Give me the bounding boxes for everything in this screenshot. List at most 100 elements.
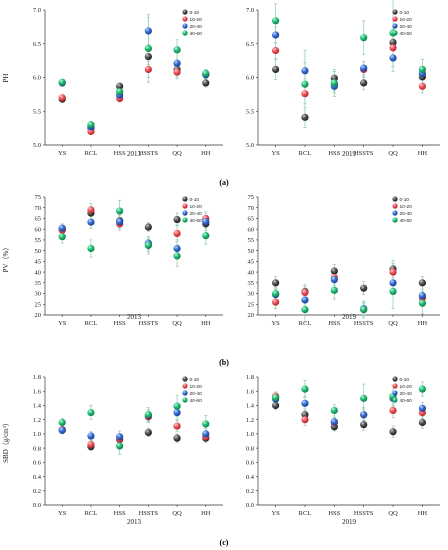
data-point-10-20 [418, 82, 426, 90]
data-point-0-10 [418, 418, 426, 427]
x-tick-label: HSS [328, 320, 340, 327]
data-point-10-20 [272, 46, 280, 55]
y-tick-label: 6.5 [33, 41, 41, 48]
x-tick-label: HH [201, 510, 211, 517]
y-tick-label: 45 [248, 259, 255, 266]
x-tick-label: HSSTS [354, 320, 374, 327]
y-tick-label: 1.6 [246, 388, 255, 395]
data-point-40-60 [116, 442, 124, 450]
y-tick-label: 70 [248, 205, 255, 212]
data-point-10-20 [272, 298, 280, 306]
x-tick-label: RCL [299, 510, 312, 517]
data-point-40-60 [173, 46, 181, 54]
y-tick-label: 1.8 [33, 374, 41, 381]
data-point-0-10 [272, 401, 280, 410]
data-point-0-10 [330, 267, 338, 275]
year-label: 2019 [342, 150, 357, 158]
y-tick-label: 35 [248, 280, 255, 287]
y-tick-label: 1.0 [246, 431, 254, 438]
data-point-40-60 [202, 232, 210, 240]
y-tick-label: 5.5 [33, 108, 41, 115]
subplot-PV-2013: 20 25 30 35 40 45 50 55 60 65 70 75 YS RCL HSS HSSTS QQ H… [35, 194, 223, 327]
y-tick-label: 45 [35, 259, 42, 266]
x-tick-label: HSSTS [139, 150, 159, 157]
y-tick-label: 30 [248, 291, 255, 298]
year-label: 2013 [127, 313, 142, 321]
legend-marker [392, 23, 398, 29]
legend-marker [392, 376, 398, 382]
y-tick-label: 5.5 [246, 108, 254, 115]
data-point-0-10 [144, 428, 152, 437]
data-point-40-60 [116, 88, 124, 96]
y-tick-label: 6.5 [246, 41, 254, 48]
y-tick-label: 40 [35, 269, 42, 276]
data-point-40-60 [202, 69, 210, 78]
legend-label: 0-10 [400, 377, 410, 383]
y-tick-label: 75 [35, 194, 42, 201]
data-point-40-60 [144, 411, 152, 419]
data-point-0-10 [173, 215, 181, 224]
y-tick-label: 50 [248, 248, 255, 255]
legend-label: 0-10 [190, 377, 200, 383]
data-point-40-60 [87, 121, 95, 129]
y-tick-label: 1.2 [33, 417, 41, 424]
legend-marker [182, 196, 188, 202]
data-point-10-20 [301, 288, 309, 297]
legend-label: 10-20 [400, 384, 413, 390]
legend-label: 0-10 [400, 10, 410, 16]
data-point-20-40 [202, 430, 210, 438]
legend-marker [392, 390, 398, 396]
x-tick-label: QQ [172, 510, 182, 517]
data-point-40-60 [87, 408, 95, 417]
plots-layer: PH 5.0 5.5 6.0 6.5 7.0 YS RCL HSS HSSTS QQ HH 2013 0-… [2, 0, 440, 547]
legend-marker [392, 203, 398, 209]
legend-label: 40-60 [400, 218, 413, 224]
data-point-40-60 [301, 306, 309, 314]
legend-marker [182, 217, 188, 223]
x-tick-label: QQ [388, 510, 398, 517]
legend-marker [182, 397, 188, 403]
x-tick-label: HSS [114, 510, 126, 517]
y-tick-label: 7.0 [33, 7, 41, 14]
legend-marker [392, 16, 398, 22]
y-tick-label: 6.0 [33, 75, 41, 82]
data-point-40-60 [272, 17, 280, 25]
data-point-0-10 [418, 279, 426, 287]
subplot-SBD-2013: 0.0 0.2 0.4 0.6 0.8 1.0 1.2 1.4 1.6 1.8 YS RCL HSS HS… [33, 374, 223, 526]
data-point-40-60 [272, 289, 280, 298]
y-tick-label: 30 [35, 291, 42, 298]
subplot-SBD-2019: 0.0 0.2 0.4 0.6 0.8 1.0 1.2 1.4 1.6 1.8 YS RCL HSS HS… [246, 374, 440, 526]
data-point-10-20 [389, 406, 397, 415]
x-tick-label: HH [201, 320, 211, 327]
y-axis-label: PV（%） [2, 244, 10, 273]
y-tick-label: 0.6 [33, 460, 42, 467]
subplot-pH-2019: 5.0 5.5 6.0 6.5 7.0 YS RCL HSS HSSTS QQ HH 2019 0-10… [246, 0, 440, 158]
y-tick-label: 0.6 [246, 460, 255, 467]
data-point-20-40 [58, 224, 66, 232]
data-point-20-40 [87, 432, 95, 440]
x-tick-label: HSSTS [354, 510, 374, 517]
data-point-40-60 [301, 385, 309, 393]
data-point-20-40 [58, 426, 66, 434]
data-point-0-10 [301, 113, 309, 121]
data-point-10-20 [389, 44, 397, 52]
legend-label: 10-20 [400, 204, 413, 210]
x-tick-label: QQ [388, 150, 398, 157]
legend-label: 20-40 [190, 211, 203, 217]
data-point-20-40 [418, 292, 426, 300]
legend-label: 0-10 [190, 10, 200, 16]
data-point-40-60 [173, 252, 181, 260]
y-tick-label: 75 [248, 194, 255, 201]
subplot-pH-2013: 5.0 5.5 6.0 6.5 7.0 YS RCL HSS HSSTS QQ HH 2013 0-10… [33, 7, 223, 158]
data-point-40-60 [144, 241, 152, 249]
y-tick-label: 0.0 [246, 502, 254, 509]
y-tick-label: 0.8 [33, 445, 41, 452]
data-point-40-60 [272, 394, 280, 402]
x-tick-label: HSS [328, 510, 340, 517]
legend-marker [182, 23, 188, 29]
data-point-40-60 [418, 65, 426, 73]
y-tick-label: 25 [35, 301, 42, 308]
